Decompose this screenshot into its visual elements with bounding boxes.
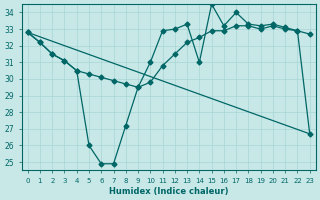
X-axis label: Humidex (Indice chaleur): Humidex (Indice chaleur) [109, 187, 228, 196]
